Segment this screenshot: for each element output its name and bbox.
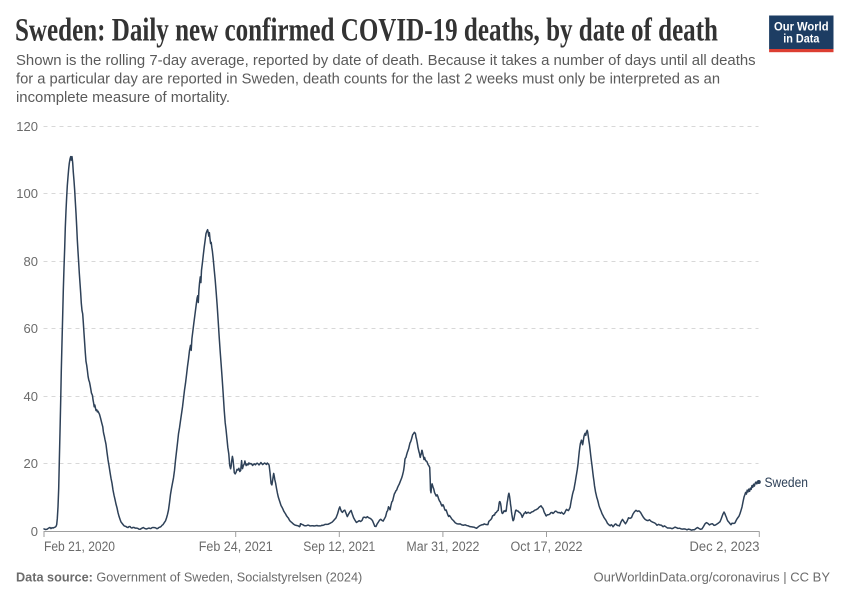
svg-text:Our World: Our World	[774, 21, 829, 34]
svg-text:for a particular day are repor: for a particular day are reported in Swe…	[16, 72, 720, 88]
svg-text:Sweden: Daily new confirmed CO: Sweden: Daily new confirmed COVID-19 dea…	[15, 13, 718, 49]
svg-text:incomplete measure of mortalit: incomplete measure of mortality.	[16, 90, 230, 106]
svg-text:Sweden: Sweden	[765, 475, 809, 490]
svg-text:80: 80	[24, 254, 38, 269]
svg-text:100: 100	[16, 186, 38, 201]
svg-text:Feb 24, 2021: Feb 24, 2021	[199, 539, 273, 554]
svg-text:20: 20	[24, 456, 38, 471]
svg-text:Oct 17, 2022: Oct 17, 2022	[511, 539, 583, 554]
svg-text:60: 60	[24, 321, 38, 336]
svg-text:Dec 2, 2023: Dec 2, 2023	[690, 539, 760, 554]
svg-text:40: 40	[24, 389, 38, 404]
svg-text:120: 120	[16, 119, 38, 134]
svg-text:0: 0	[31, 524, 38, 539]
svg-text:in Data: in Data	[783, 32, 820, 45]
svg-text:Feb 21, 2020: Feb 21, 2020	[44, 539, 115, 554]
svg-text:OurWorldinData.org/coronavirus: OurWorldinData.org/coronavirus | CC BY	[593, 570, 830, 585]
svg-text:Sep 12, 2021: Sep 12, 2021	[303, 539, 375, 554]
svg-text:Shown is the rolling 7-day ave: Shown is the rolling 7-day average, repo…	[16, 53, 756, 69]
svg-text:Mar 31, 2022: Mar 31, 2022	[406, 539, 479, 554]
svg-text:Data source: Government of Swe: Data source: Government of Sweden, Socia…	[16, 571, 362, 585]
